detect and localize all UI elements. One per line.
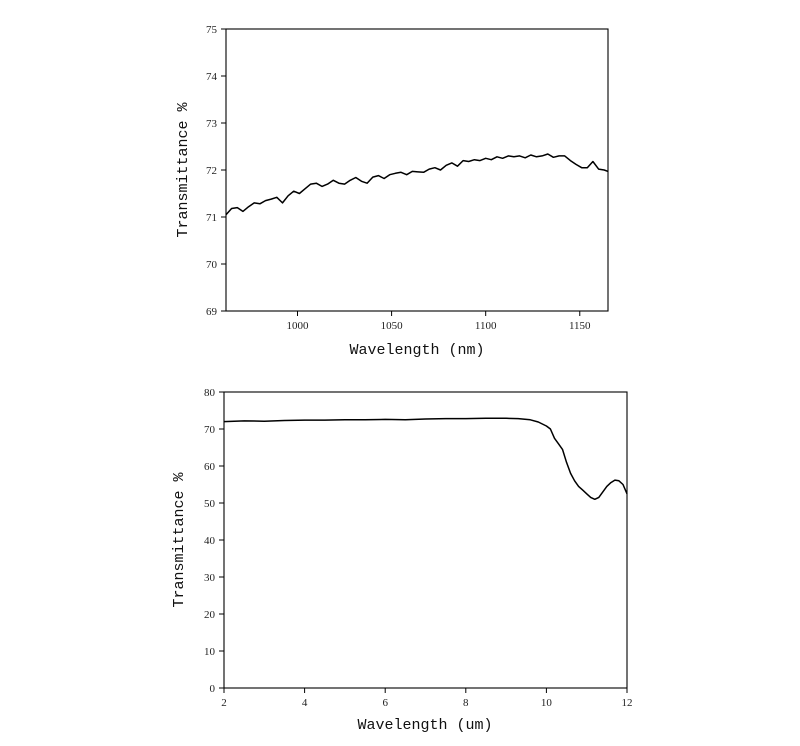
top-y-axis-label: Transmittance % xyxy=(175,101,192,237)
bottom-y-tick-label: 0 xyxy=(210,683,216,695)
top-y-tick-label: 74 xyxy=(206,71,218,83)
bottom-x-ticks: 2 4 6 8 10 12 xyxy=(221,688,633,709)
bottom-y-tick-label: 20 xyxy=(204,609,216,621)
bottom-x-tick-label: 4 xyxy=(302,697,308,709)
bottom-transmittance-line xyxy=(223,417,628,501)
bottom-y-tick-label: 30 xyxy=(204,572,216,584)
top-transmittance-line xyxy=(225,153,609,216)
bottom-y-tick-label: 10 xyxy=(204,646,216,658)
bottom-y-tick-label: 50 xyxy=(204,498,216,510)
top-plot-frame xyxy=(225,28,609,312)
top-transmittance-chart: 1000 1050 1100 1150 69 70 71 72 73 74 75 Waveleng… xyxy=(175,24,609,359)
top-y-tick-label: 70 xyxy=(206,259,218,271)
top-y-tick-label: 73 xyxy=(206,118,218,130)
bottom-y-tick-label: 70 xyxy=(204,424,216,436)
top-y-tick-label: 75 xyxy=(206,24,218,36)
bottom-y-axis-label: Transmittance % xyxy=(171,471,188,607)
top-x-tick-label: 1000 xyxy=(287,320,310,332)
top-x-tick-label: 1100 xyxy=(475,320,497,332)
bottom-x-tick-label: 8 xyxy=(463,697,469,709)
top-y-tick-label: 69 xyxy=(206,306,218,318)
bottom-y-tick-label: 60 xyxy=(204,461,216,473)
bottom-x-tick-label: 6 xyxy=(382,697,388,709)
bottom-y-tick-label: 40 xyxy=(204,535,216,547)
top-x-tick-label: 1150 xyxy=(569,320,591,332)
bottom-y-tick-label: 80 xyxy=(204,387,216,399)
bottom-x-tick-label: 12 xyxy=(622,697,633,709)
top-x-axis-label: Wavelength (nm) xyxy=(349,342,484,359)
bottom-transmittance-chart: 2 4 6 8 10 12 0 10 20 30 40 50 60 70 80 Wavelength (u… xyxy=(171,387,633,734)
top-x-ticks: 1000 1050 1100 1150 xyxy=(287,311,591,332)
bottom-y-ticks: 0 10 20 30 40 50 60 70 80 xyxy=(204,387,224,695)
bottom-plot-frame xyxy=(223,391,628,689)
top-y-tick-label: 72 xyxy=(206,165,217,177)
top-y-tick-label: 71 xyxy=(206,212,217,224)
bottom-x-axis-label: Wavelength (um) xyxy=(357,717,492,734)
top-y-ticks: 69 70 71 72 73 74 75 xyxy=(206,24,226,318)
top-x-tick-label: 1050 xyxy=(381,320,404,332)
bottom-x-tick-label: 2 xyxy=(221,697,227,709)
bottom-x-tick-label: 10 xyxy=(541,697,553,709)
